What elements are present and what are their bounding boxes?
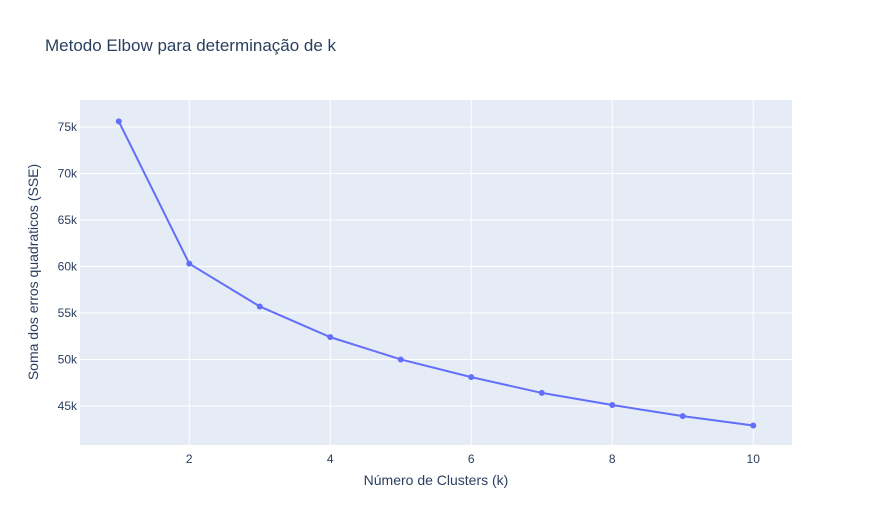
x-tick-label: 8 (609, 452, 616, 466)
data-point (256, 303, 263, 310)
x-axis-title: Número de Clusters (k) (364, 472, 509, 488)
data-point (115, 118, 122, 125)
data-point (609, 402, 616, 409)
data-point (327, 334, 334, 341)
y-tick-label: 55k (58, 306, 78, 320)
y-tick-labels: 45k 50k 55k 60k 65k 70k 75k (58, 120, 78, 413)
gridlines (80, 100, 792, 445)
sse-points (115, 118, 757, 429)
y-tick-label: 75k (58, 120, 78, 134)
plot-background (80, 100, 792, 445)
y-tick-label: 60k (58, 259, 78, 273)
y-tick-label: 45k (58, 399, 78, 413)
data-point (468, 374, 475, 381)
x-tick-label: 10 (747, 452, 761, 466)
data-point (538, 389, 545, 396)
x-tick-labels: 2 4 6 8 10 (186, 452, 760, 466)
y-tick-label: 50k (58, 352, 78, 366)
x-tick-label: 2 (186, 452, 193, 466)
data-point (750, 422, 757, 429)
data-point (679, 413, 686, 420)
y-axis-title: Soma dos erros quadraticos (SSE) (25, 164, 41, 380)
y-tick-label: 70k (58, 166, 78, 180)
y-tick-label: 65k (58, 213, 78, 227)
x-tick-label: 6 (468, 452, 475, 466)
x-tick-label: 4 (327, 452, 334, 466)
data-point (186, 260, 193, 267)
sse-line (117, 120, 754, 427)
data-point (397, 356, 404, 363)
chart-title: Metodo Elbow para determinação de k (45, 36, 337, 55)
